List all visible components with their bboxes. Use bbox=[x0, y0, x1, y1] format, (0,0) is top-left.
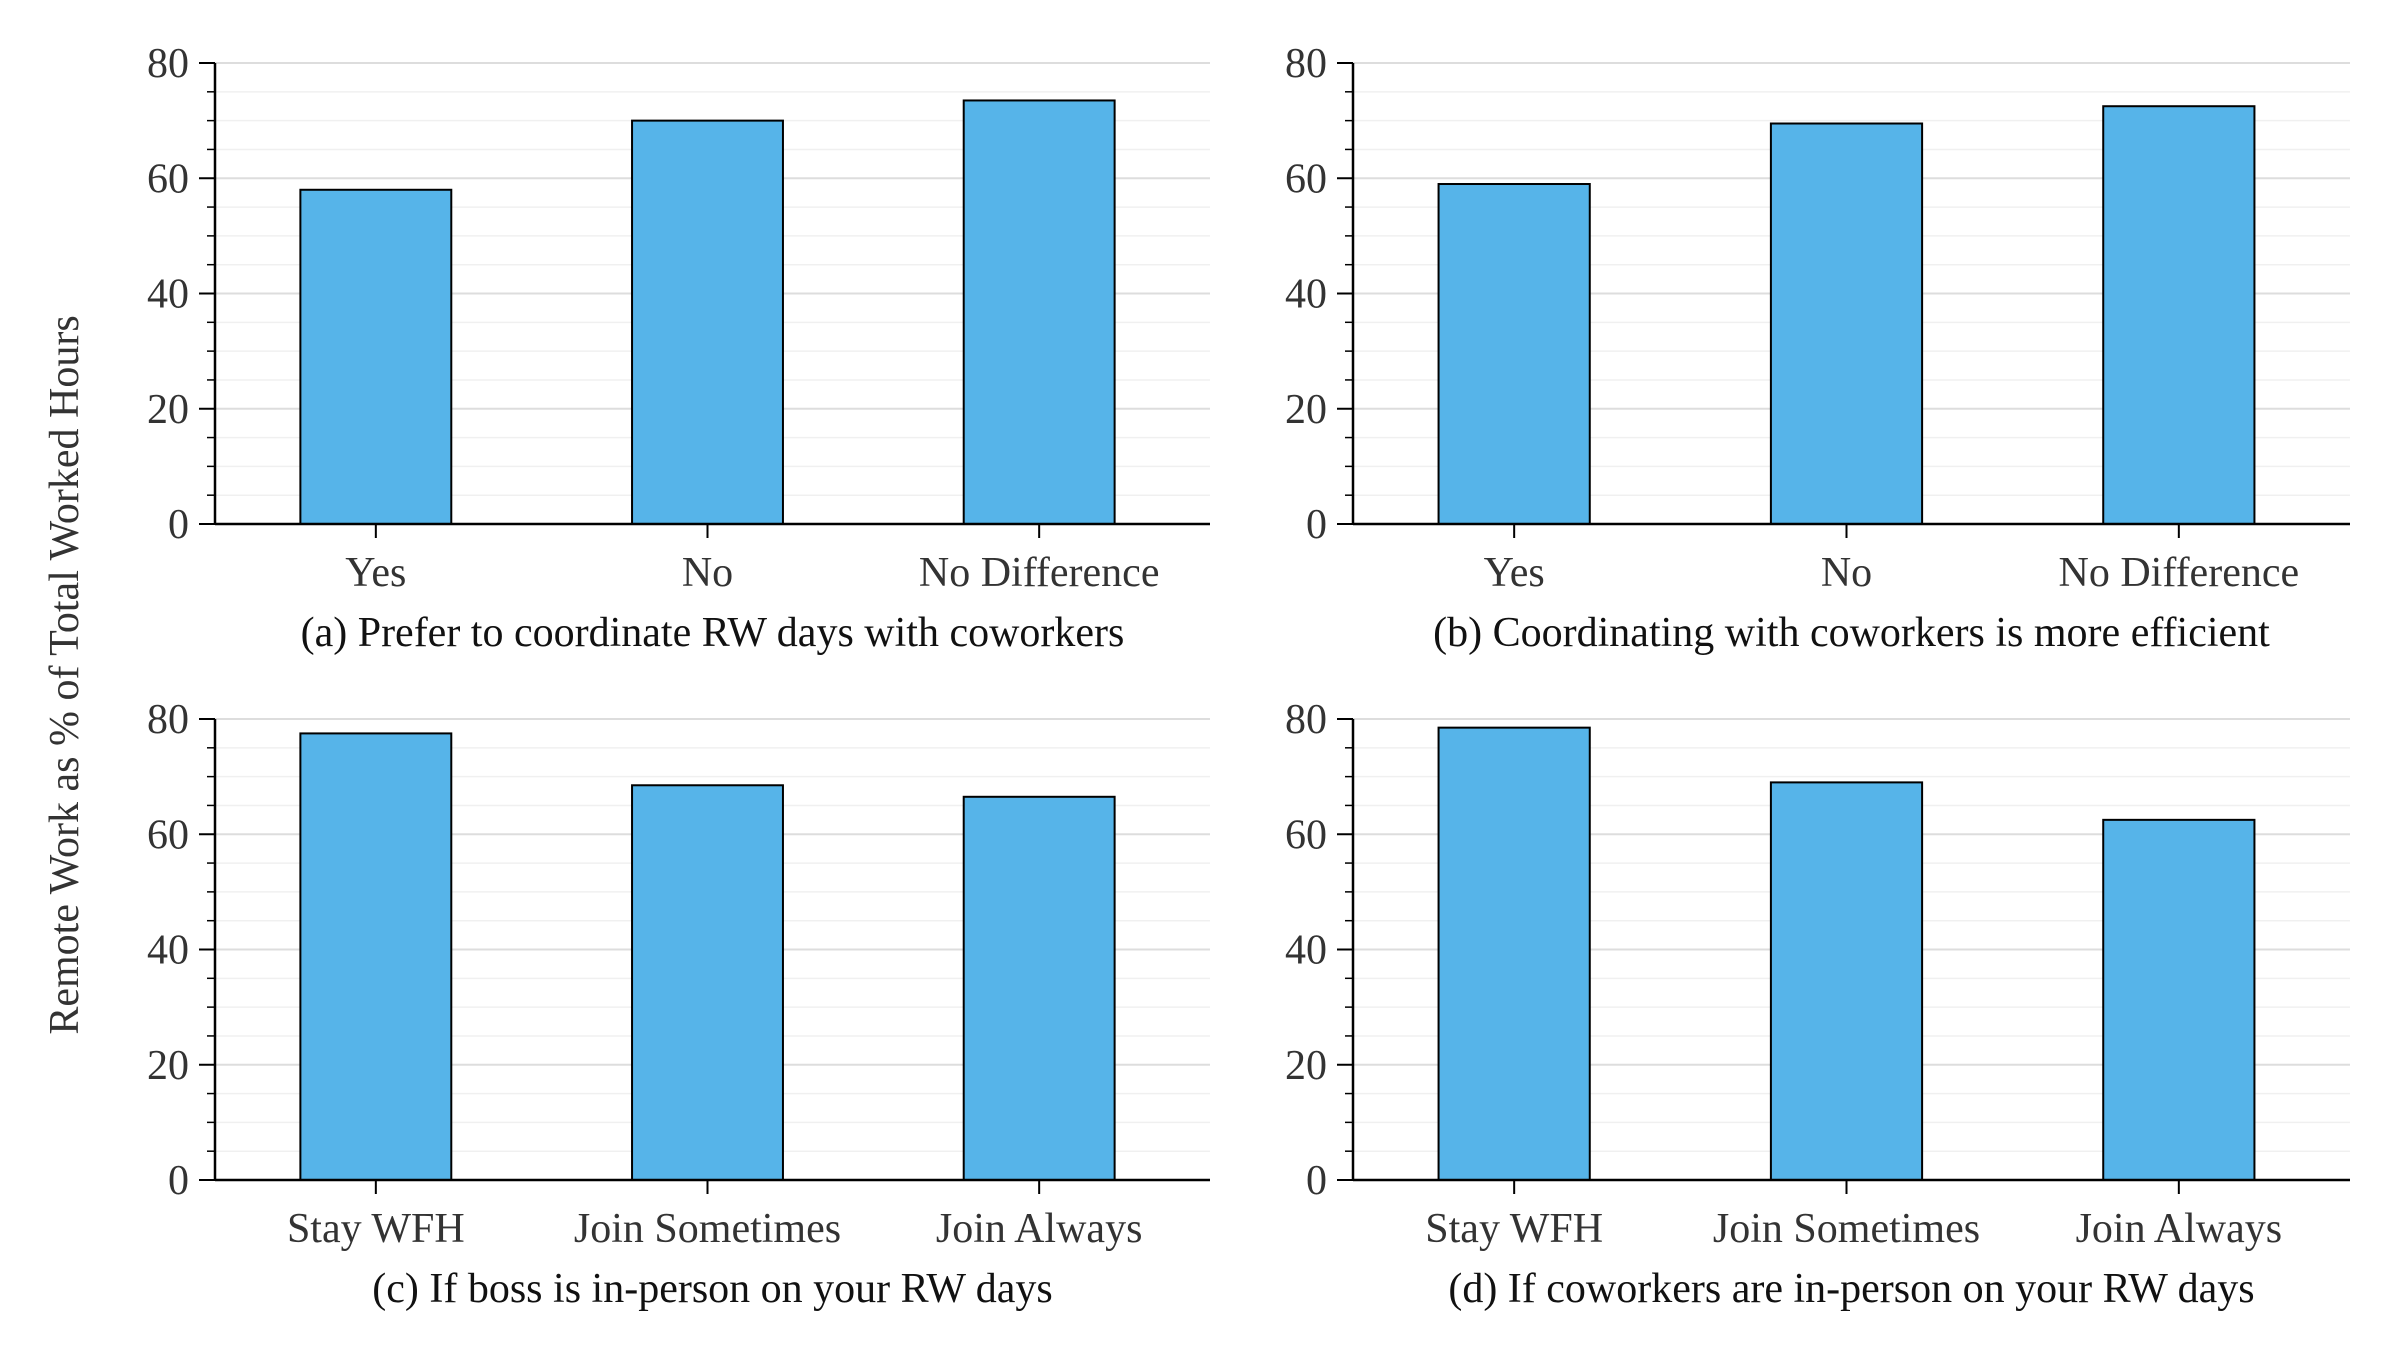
y-tick-label: 0 bbox=[168, 1158, 189, 1204]
y-tick-label: 60 bbox=[147, 156, 189, 202]
bar-d-1 bbox=[1437, 726, 1591, 1181]
y-tick-label: 80 bbox=[147, 41, 189, 87]
bar-c-3 bbox=[962, 795, 1116, 1181]
y-tick-label: 40 bbox=[1285, 928, 1327, 974]
bar-a-2 bbox=[631, 119, 784, 525]
x-tick-label: No bbox=[682, 550, 733, 596]
x-tick-label: Join Always bbox=[2076, 1206, 2283, 1252]
bar-b-1 bbox=[1437, 183, 1591, 525]
y-tick-label: 80 bbox=[1285, 697, 1327, 743]
bar-b-2 bbox=[1769, 122, 1924, 525]
panel-caption-c: (c) If boss is in-person on your RW days bbox=[372, 1266, 1052, 1312]
y-tick-label: 40 bbox=[147, 272, 189, 318]
chart-panel-a: 0 20 40 60 80 Yes No No Difference (a) Prefer to… bbox=[147, 41, 1210, 656]
bar-c-2 bbox=[631, 784, 784, 1181]
x-tick-label: No Difference bbox=[2059, 550, 2300, 596]
y-tick-label: 0 bbox=[168, 502, 189, 548]
y-tick-label: 20 bbox=[1285, 1043, 1327, 1089]
panel-caption-b: (b) Coordinating with coworkers is more … bbox=[1433, 610, 2270, 656]
x-tick-label: No bbox=[1821, 550, 1872, 596]
x-tick-label: Stay WFH bbox=[1425, 1206, 1603, 1252]
y-tick-label: 20 bbox=[147, 387, 189, 433]
y-tick-label: 40 bbox=[1285, 272, 1327, 318]
x-tick-label: Join Sometimes bbox=[1713, 1206, 1980, 1252]
bar-d-2 bbox=[1769, 781, 1924, 1181]
chart-panel-b: 0 20 40 60 80 Yes No No Difference (b) Coordinat… bbox=[1285, 41, 2350, 656]
x-tick-label: Join Always bbox=[936, 1206, 1143, 1252]
bar-d-3 bbox=[2102, 818, 2256, 1181]
chart-panels: 0 20 40 60 80 Yes No No Difference (a) Prefer to… bbox=[147, 41, 2350, 1312]
x-tick-label: Join Sometimes bbox=[574, 1206, 841, 1252]
y-tick-label: 20 bbox=[147, 1043, 189, 1089]
y-tick-label: 20 bbox=[1285, 387, 1327, 433]
x-tick-label: Stay WFH bbox=[287, 1206, 465, 1252]
y-tick-label: 60 bbox=[1285, 156, 1327, 202]
y-tick-label: 80 bbox=[1285, 41, 1327, 87]
panel-caption-d: (d) If coworkers are in-person on your R… bbox=[1448, 1266, 2254, 1312]
x-tick-label: Yes bbox=[1484, 550, 1545, 596]
bar-c-1 bbox=[299, 732, 453, 1181]
x-tick-label: No Difference bbox=[919, 550, 1160, 596]
chart-panel-d: 0 20 40 60 80 Stay WFH Join Sometimes Join Alwa… bbox=[1285, 697, 2350, 1312]
chart-panel-c: 0 20 40 60 80 Stay WFH Join Sometimes Join Alwa… bbox=[147, 697, 1210, 1312]
x-tick-label: Yes bbox=[345, 550, 406, 596]
bar-b-3 bbox=[2102, 105, 2256, 525]
y-tick-label: 60 bbox=[147, 812, 189, 858]
y-tick-label: 0 bbox=[1306, 1158, 1327, 1204]
y-tick-label: 40 bbox=[147, 928, 189, 974]
bar-a-3 bbox=[962, 99, 1116, 526]
y-tick-label: 0 bbox=[1306, 502, 1327, 548]
shared-y-axis-label: Remote Work as % of Total Worked Hours bbox=[42, 315, 88, 1034]
y-tick-label: 60 bbox=[1285, 812, 1327, 858]
panel-caption-a: (a) Prefer to coordinate RW days with co… bbox=[301, 610, 1125, 656]
bar-a-1 bbox=[299, 188, 453, 525]
y-tick-label: 80 bbox=[147, 697, 189, 743]
